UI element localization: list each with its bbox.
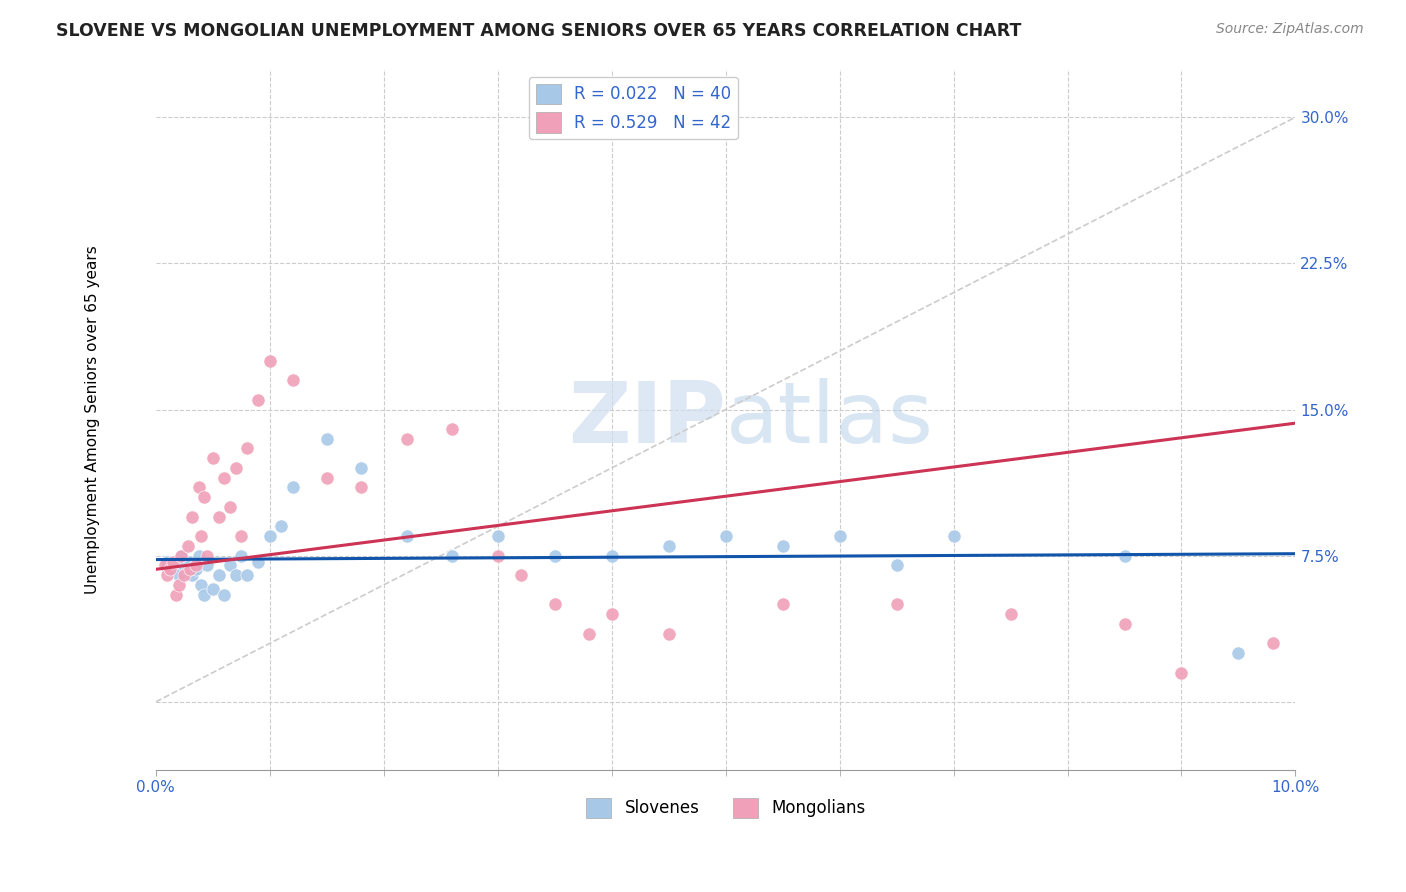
Point: [1170, 665, 1192, 680]
Point: [441, 549, 464, 563]
Point: [193, 588, 215, 602]
Point: [167, 578, 190, 592]
Point: [156, 568, 179, 582]
Point: [225, 461, 247, 475]
Legend: Slovenes, Mongolians: Slovenes, Mongolians: [579, 791, 872, 825]
Point: [544, 598, 567, 612]
Point: [181, 568, 204, 582]
Point: [170, 549, 193, 563]
Point: [201, 582, 224, 596]
Point: [219, 500, 242, 514]
Text: SLOVENE VS MONGOLIAN UNEMPLOYMENT AMONG SENIORS OVER 65 YEARS CORRELATION CHART: SLOVENE VS MONGOLIAN UNEMPLOYMENT AMONG …: [56, 22, 1022, 40]
Point: [165, 588, 187, 602]
Point: [1261, 636, 1284, 650]
Point: [658, 626, 681, 640]
Point: [188, 549, 211, 563]
Point: [441, 422, 464, 436]
Point: [509, 568, 531, 582]
Point: [231, 549, 253, 563]
Point: [714, 529, 737, 543]
Point: [259, 353, 281, 368]
Point: [236, 568, 259, 582]
Point: [247, 554, 270, 568]
Point: [153, 558, 176, 573]
Point: [179, 554, 201, 568]
Point: [772, 539, 794, 553]
Point: [181, 509, 204, 524]
Point: [315, 471, 337, 485]
Point: [772, 598, 794, 612]
Point: [259, 529, 281, 543]
Text: Source: ZipAtlas.com: Source: ZipAtlas.com: [1216, 22, 1364, 37]
Point: [212, 471, 235, 485]
Point: [247, 392, 270, 407]
Point: [281, 480, 304, 494]
Point: [578, 626, 600, 640]
Point: [658, 539, 681, 553]
Point: [1227, 646, 1250, 660]
Point: [395, 432, 418, 446]
Point: [207, 568, 229, 582]
Text: ZIP: ZIP: [568, 377, 725, 461]
Point: [886, 558, 908, 573]
Point: [184, 562, 207, 576]
Point: [231, 529, 253, 543]
Point: [486, 549, 509, 563]
Point: [188, 480, 211, 494]
Point: [190, 578, 212, 592]
Point: [942, 529, 965, 543]
Point: [159, 562, 181, 576]
Point: [486, 529, 509, 543]
Point: [1114, 549, 1136, 563]
Point: [886, 598, 908, 612]
Text: atlas: atlas: [725, 377, 934, 461]
Point: [162, 562, 184, 576]
Point: [195, 549, 218, 563]
Point: [167, 568, 190, 582]
Point: [193, 490, 215, 504]
Point: [350, 480, 373, 494]
Point: [173, 568, 195, 582]
Point: [600, 607, 623, 621]
Point: [201, 451, 224, 466]
Point: [177, 562, 200, 576]
Point: [350, 461, 373, 475]
Point: [395, 529, 418, 543]
Point: [177, 539, 200, 553]
Point: [162, 554, 184, 568]
Point: [156, 554, 179, 568]
Point: [190, 529, 212, 543]
Point: [184, 558, 207, 573]
Point: [315, 432, 337, 446]
Y-axis label: Unemployment Among Seniors over 65 years: Unemployment Among Seniors over 65 years: [86, 245, 100, 594]
Point: [195, 558, 218, 573]
Point: [170, 549, 193, 563]
Point: [1000, 607, 1022, 621]
Point: [207, 509, 229, 524]
Point: [212, 588, 235, 602]
Point: [236, 442, 259, 456]
Point: [1114, 616, 1136, 631]
Point: [173, 558, 195, 573]
Point: [270, 519, 292, 533]
Point: [281, 373, 304, 387]
Point: [179, 562, 201, 576]
Point: [600, 549, 623, 563]
Point: [828, 529, 851, 543]
Point: [544, 549, 567, 563]
Point: [219, 558, 242, 573]
Point: [165, 558, 187, 573]
Point: [225, 568, 247, 582]
